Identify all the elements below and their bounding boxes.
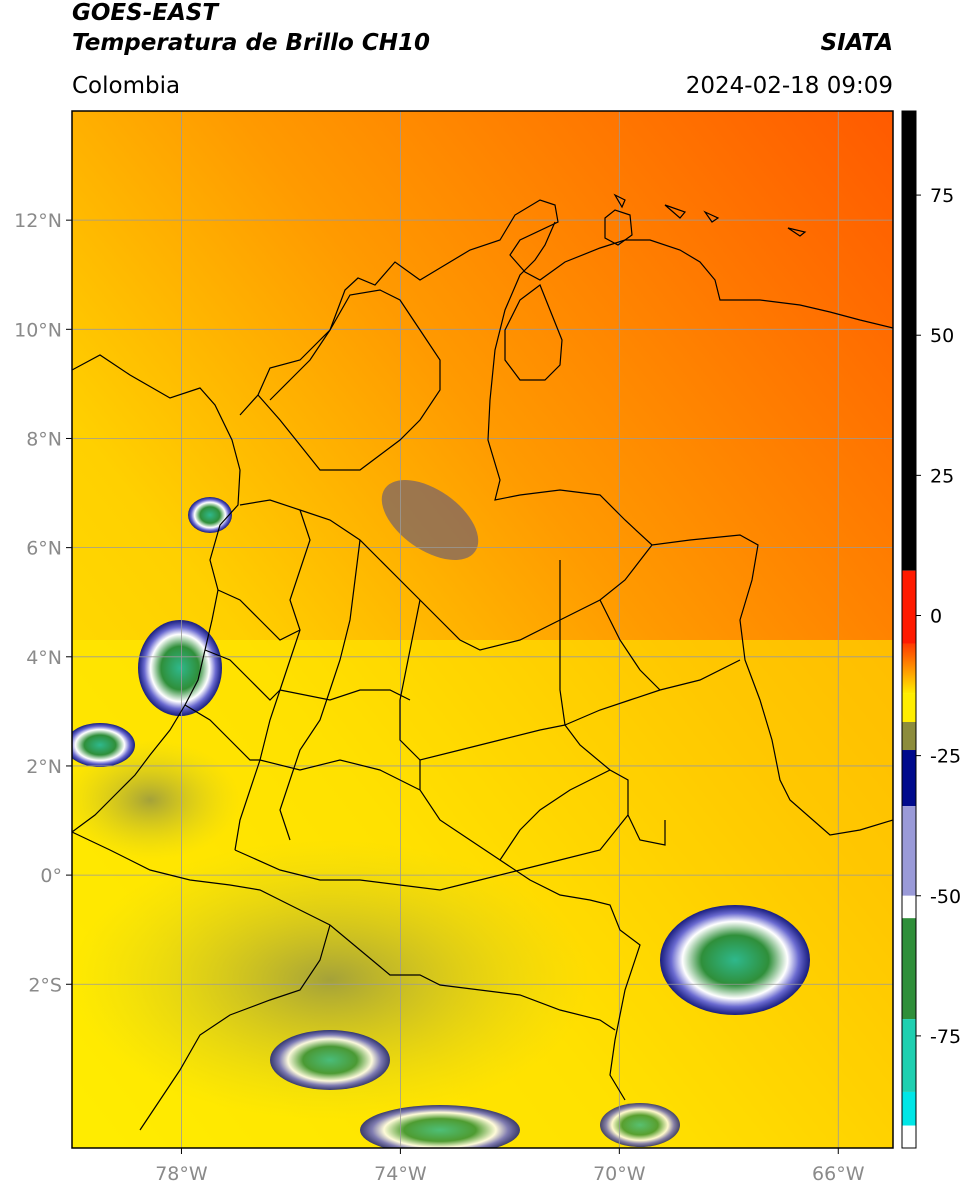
coastline-pacific	[72, 354, 241, 833]
colorbar-segment-2	[902, 643, 916, 694]
storm-cell-south-3	[600, 1103, 680, 1147]
lake-maracaibo	[504, 284, 563, 381]
satellite-title: GOES-EAST	[72, 0, 219, 26]
coastline-caribbean	[239, 199, 893, 416]
colorbar-tick-label-1: 50	[930, 325, 954, 347]
colorbar-segment-5	[902, 750, 916, 807]
organization-label: SIATA	[820, 30, 893, 56]
colorbar: 75 50 25 0 -25 -50 -75	[901, 110, 961, 1149]
colorbar-tick-label-2: 25	[930, 465, 954, 487]
lon-tick-label-0: 78°W	[155, 1163, 208, 1185]
latitude-ticks: 12°N 10°N 8°N 6°N 4°N 2°N 0° 2°S	[14, 210, 72, 996]
border-colombia-brazil	[559, 560, 666, 846]
borders	[72, 193, 893, 1131]
departments-andes	[234, 509, 311, 851]
departments-north	[257, 289, 441, 471]
olive-cloud-region	[72, 840, 590, 1120]
aruba-curacao	[613, 193, 807, 237]
colorbar-tick-label-5: -50	[930, 886, 961, 908]
departments-central	[239, 499, 653, 651]
datetime-label: 2024-02-18 09:09	[685, 73, 893, 99]
region-label: Colombia	[72, 73, 181, 99]
storm-band-antioquia	[381, 480, 479, 560]
storm-cell-pacific	[138, 620, 222, 716]
border-colombia-venezuela	[487, 221, 893, 836]
lat-tick-label-0: 12°N	[14, 210, 62, 232]
departments-west	[184, 589, 301, 761]
colorbar-ticks: 75 50 25 0 -25 -50 -75	[916, 185, 961, 1048]
border-peru-ecuador	[139, 924, 331, 1131]
colorbar-tick-label-6: -75	[930, 1026, 961, 1048]
colorbar-segment-3	[902, 693, 916, 722]
colorbar-tick-label-0: 75	[930, 185, 954, 207]
colorbar-segment-4	[902, 721, 916, 751]
lat-tick-label-7: 2°S	[28, 974, 62, 996]
colorbar-segment-8	[902, 918, 916, 1020]
departments-andes-2	[279, 539, 361, 841]
olive-cloud-region-west	[72, 740, 240, 860]
lat-tick-label-4: 4°N	[26, 647, 62, 669]
colorbar-segment-10	[902, 1091, 916, 1126]
colorbar-segment-9	[902, 1019, 916, 1092]
lat-tick-label-6: 0°	[40, 865, 62, 887]
lat-tick-label-2: 8°N	[26, 428, 62, 450]
storm-cell-coast	[72, 723, 135, 767]
lat-tick-label-3: 6°N	[26, 538, 62, 560]
colorbar-tick-label-3: 0	[930, 605, 942, 627]
departments-amazon	[234, 689, 629, 891]
lon-tick-label-3: 66°W	[812, 1163, 865, 1185]
colorbar-tick-label-4: -25	[930, 746, 961, 768]
colorbar-segments	[902, 111, 916, 1148]
longitude-ticks: 78°W 74°W 70°W 66°W	[155, 1148, 865, 1185]
lon-tick-label-1: 74°W	[374, 1163, 427, 1185]
colorbar-segment-0	[902, 111, 916, 571]
lon-tick-label-2: 70°W	[593, 1163, 646, 1185]
border-colombia-ecuador	[72, 831, 616, 1031]
storm-cell-south	[270, 1030, 390, 1090]
border-colombia-peru	[419, 760, 641, 1101]
paraguana	[604, 209, 633, 246]
map-frame	[71, 110, 894, 1149]
departments-llanos	[499, 599, 741, 861]
colorbar-segment-7	[902, 895, 916, 919]
storm-cell-choco	[188, 497, 232, 533]
lat-tick-label-1: 10°N	[14, 319, 62, 341]
colorbar-frame	[901, 110, 917, 1149]
storm-cell-amazon	[660, 905, 810, 1015]
lat-tick-label-5: 2°N	[26, 756, 62, 778]
departments-east	[399, 599, 566, 761]
colorbar-segment-1	[902, 570, 916, 644]
colorbar-segment-6	[902, 806, 916, 896]
colorbar-segment-11	[902, 1125, 916, 1148]
product-title: Temperatura de Brillo CH10	[72, 30, 430, 56]
